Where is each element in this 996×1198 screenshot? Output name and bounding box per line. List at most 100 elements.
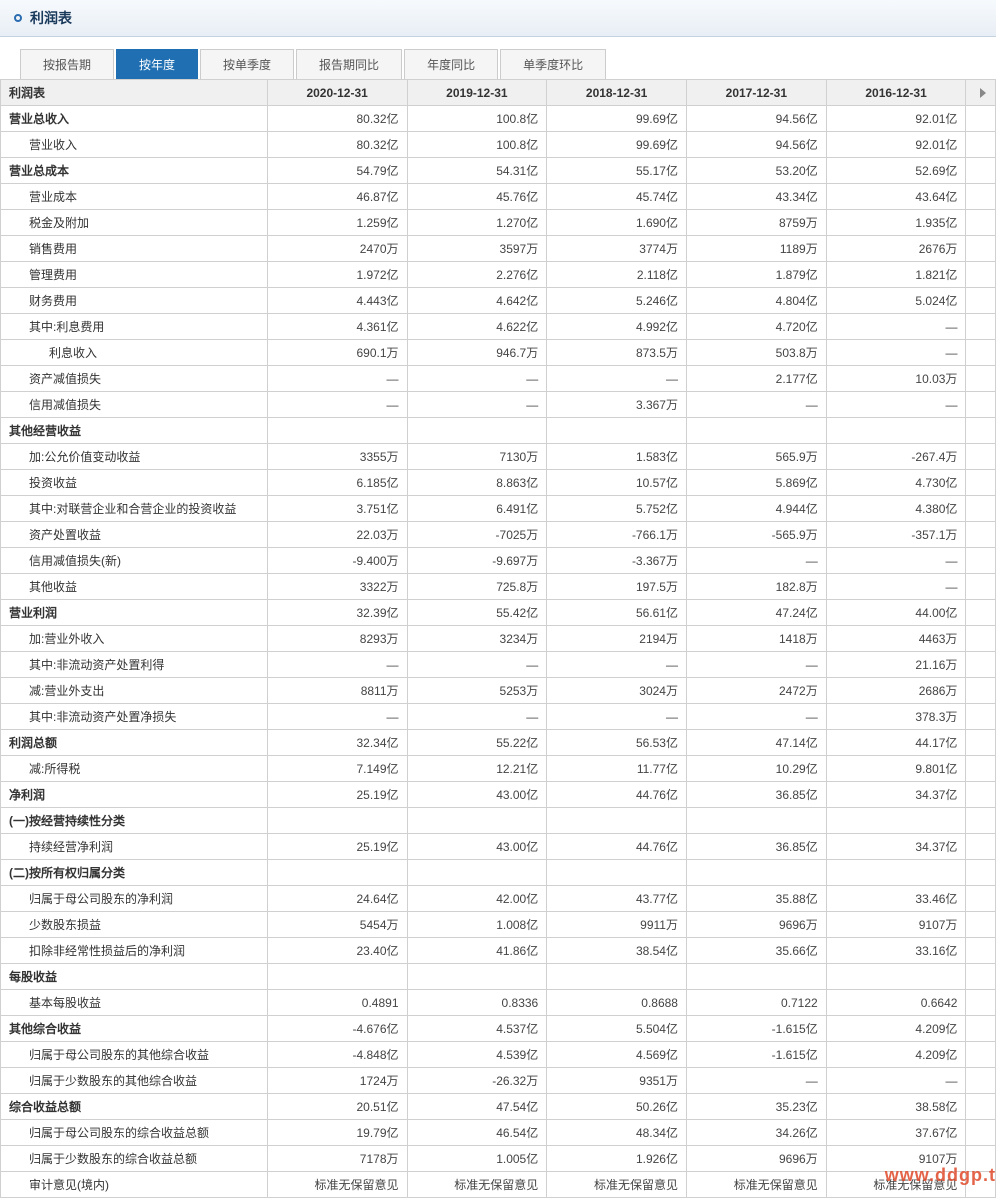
row-label: 归属于母公司股东的净利润	[1, 886, 268, 912]
cell-value: —	[407, 704, 547, 730]
filler-cell	[966, 366, 996, 392]
table-row: 财务费用4.443亿4.642亿5.246亿4.804亿5.024亿	[1, 288, 996, 314]
cell-value: —	[826, 574, 966, 600]
row-label: 综合收益总额	[1, 1094, 268, 1120]
cell-value	[547, 808, 687, 834]
cell-value: —	[267, 704, 407, 730]
cell-value	[826, 418, 966, 444]
row-label: 归属于少数股东的其他综合收益	[1, 1068, 268, 1094]
table-row: 其他收益3322万725.8万197.5万182.8万—	[1, 574, 996, 600]
cell-value: 182.8万	[686, 574, 826, 600]
cell-value: 37.67亿	[826, 1120, 966, 1146]
cell-value: 34.26亿	[686, 1120, 826, 1146]
cell-value: —	[686, 548, 826, 574]
cell-value: 8811万	[267, 678, 407, 704]
cell-value: 45.74亿	[547, 184, 687, 210]
filler-cell	[966, 470, 996, 496]
cell-value: 2194万	[547, 626, 687, 652]
cell-value: 9696万	[686, 912, 826, 938]
tab-2[interactable]: 按单季度	[200, 49, 294, 79]
row-label: 其中:非流动资产处置净损失	[1, 704, 268, 730]
cell-value: 35.66亿	[686, 938, 826, 964]
period-tabs: 按报告期按年度按单季度报告期同比年度同比单季度环比	[20, 49, 996, 80]
cell-value: 54.79亿	[267, 158, 407, 184]
filler-cell	[966, 236, 996, 262]
cell-value: 873.5万	[547, 340, 687, 366]
filler-cell	[966, 314, 996, 340]
tab-5[interactable]: 单季度环比	[500, 49, 606, 79]
table-row: 扣除非经常性损益后的净利润23.40亿41.86亿38.54亿35.66亿33.…	[1, 938, 996, 964]
filler-cell	[966, 1016, 996, 1042]
cell-value: —	[686, 704, 826, 730]
cell-value: 47.54亿	[407, 1094, 547, 1120]
cell-value: 9351万	[547, 1068, 687, 1094]
cell-value: —	[826, 392, 966, 418]
column-header-label: 利润表	[1, 80, 268, 106]
cell-value	[267, 808, 407, 834]
column-header-2: 2018-12-31	[547, 80, 687, 106]
cell-value: 43.77亿	[547, 886, 687, 912]
cell-value: 565.9万	[686, 444, 826, 470]
filler-cell	[966, 678, 996, 704]
cell-value: 92.01亿	[826, 132, 966, 158]
cell-value: -766.1万	[547, 522, 687, 548]
filler-cell	[966, 158, 996, 184]
cell-value: 3597万	[407, 236, 547, 262]
cell-value: 43.00亿	[407, 782, 547, 808]
table-row: 加:营业外收入8293万3234万2194万1418万4463万	[1, 626, 996, 652]
tab-1[interactable]: 按年度	[116, 49, 198, 79]
tab-3[interactable]: 报告期同比	[296, 49, 402, 79]
cell-value: 47.24亿	[686, 600, 826, 626]
cell-value: -4.676亿	[267, 1016, 407, 1042]
cell-value	[547, 418, 687, 444]
cell-value	[407, 964, 547, 990]
filler-cell	[966, 1172, 996, 1198]
filler-cell	[966, 756, 996, 782]
row-label: 营业总成本	[1, 158, 268, 184]
tab-0[interactable]: 按报告期	[20, 49, 114, 79]
cell-value: 92.01亿	[826, 106, 966, 132]
cell-value: —	[547, 366, 687, 392]
cell-value: 10.57亿	[547, 470, 687, 496]
cell-value: 35.23亿	[686, 1094, 826, 1120]
cell-value: 标准无保留意见	[267, 1172, 407, 1198]
cell-value: 4.539亿	[407, 1042, 547, 1068]
cell-value: 标准无保留意见	[547, 1172, 687, 1198]
filler-cell	[966, 704, 996, 730]
cell-value: 3024万	[547, 678, 687, 704]
cell-value: —	[407, 652, 547, 678]
table-row: 基本每股收益0.48910.83360.86880.71220.6642	[1, 990, 996, 1016]
cell-value	[267, 964, 407, 990]
cell-value: 4.361亿	[267, 314, 407, 340]
tab-4[interactable]: 年度同比	[404, 49, 498, 79]
row-label: 营业利润	[1, 600, 268, 626]
table-row: 归属于少数股东的综合收益总额7178万1.005亿1.926亿9696万9107…	[1, 1146, 996, 1172]
chevron-right-icon	[980, 88, 986, 98]
column-header-0: 2020-12-31	[267, 80, 407, 106]
scroll-right-affordance[interactable]	[966, 80, 996, 106]
row-label: 审计意见(境内)	[1, 1172, 268, 1198]
cell-value: 80.32亿	[267, 132, 407, 158]
cell-value: 55.17亿	[547, 158, 687, 184]
filler-cell	[966, 392, 996, 418]
cell-value	[826, 860, 966, 886]
table-row: 持续经营净利润25.19亿43.00亿44.76亿36.85亿34.37亿	[1, 834, 996, 860]
filler-cell	[966, 652, 996, 678]
table-header-row: 利润表2020-12-312019-12-312018-12-312017-12…	[1, 80, 996, 106]
cell-value: 100.8亿	[407, 106, 547, 132]
row-label: (二)按所有权归属分类	[1, 860, 268, 886]
cell-value: 0.7122	[686, 990, 826, 1016]
cell-value: 99.69亿	[547, 106, 687, 132]
cell-value: 4.569亿	[547, 1042, 687, 1068]
cell-value: 34.37亿	[826, 834, 966, 860]
row-label: 归属于母公司股东的综合收益总额	[1, 1120, 268, 1146]
cell-value: 21.16万	[826, 652, 966, 678]
filler-cell	[966, 262, 996, 288]
cell-value: 4.537亿	[407, 1016, 547, 1042]
cell-value: 11.77亿	[547, 756, 687, 782]
cell-value: 2.276亿	[407, 262, 547, 288]
cell-value: 54.31亿	[407, 158, 547, 184]
filler-cell	[966, 548, 996, 574]
row-label: 其他经营收益	[1, 418, 268, 444]
section-header: 利润表	[0, 0, 996, 37]
